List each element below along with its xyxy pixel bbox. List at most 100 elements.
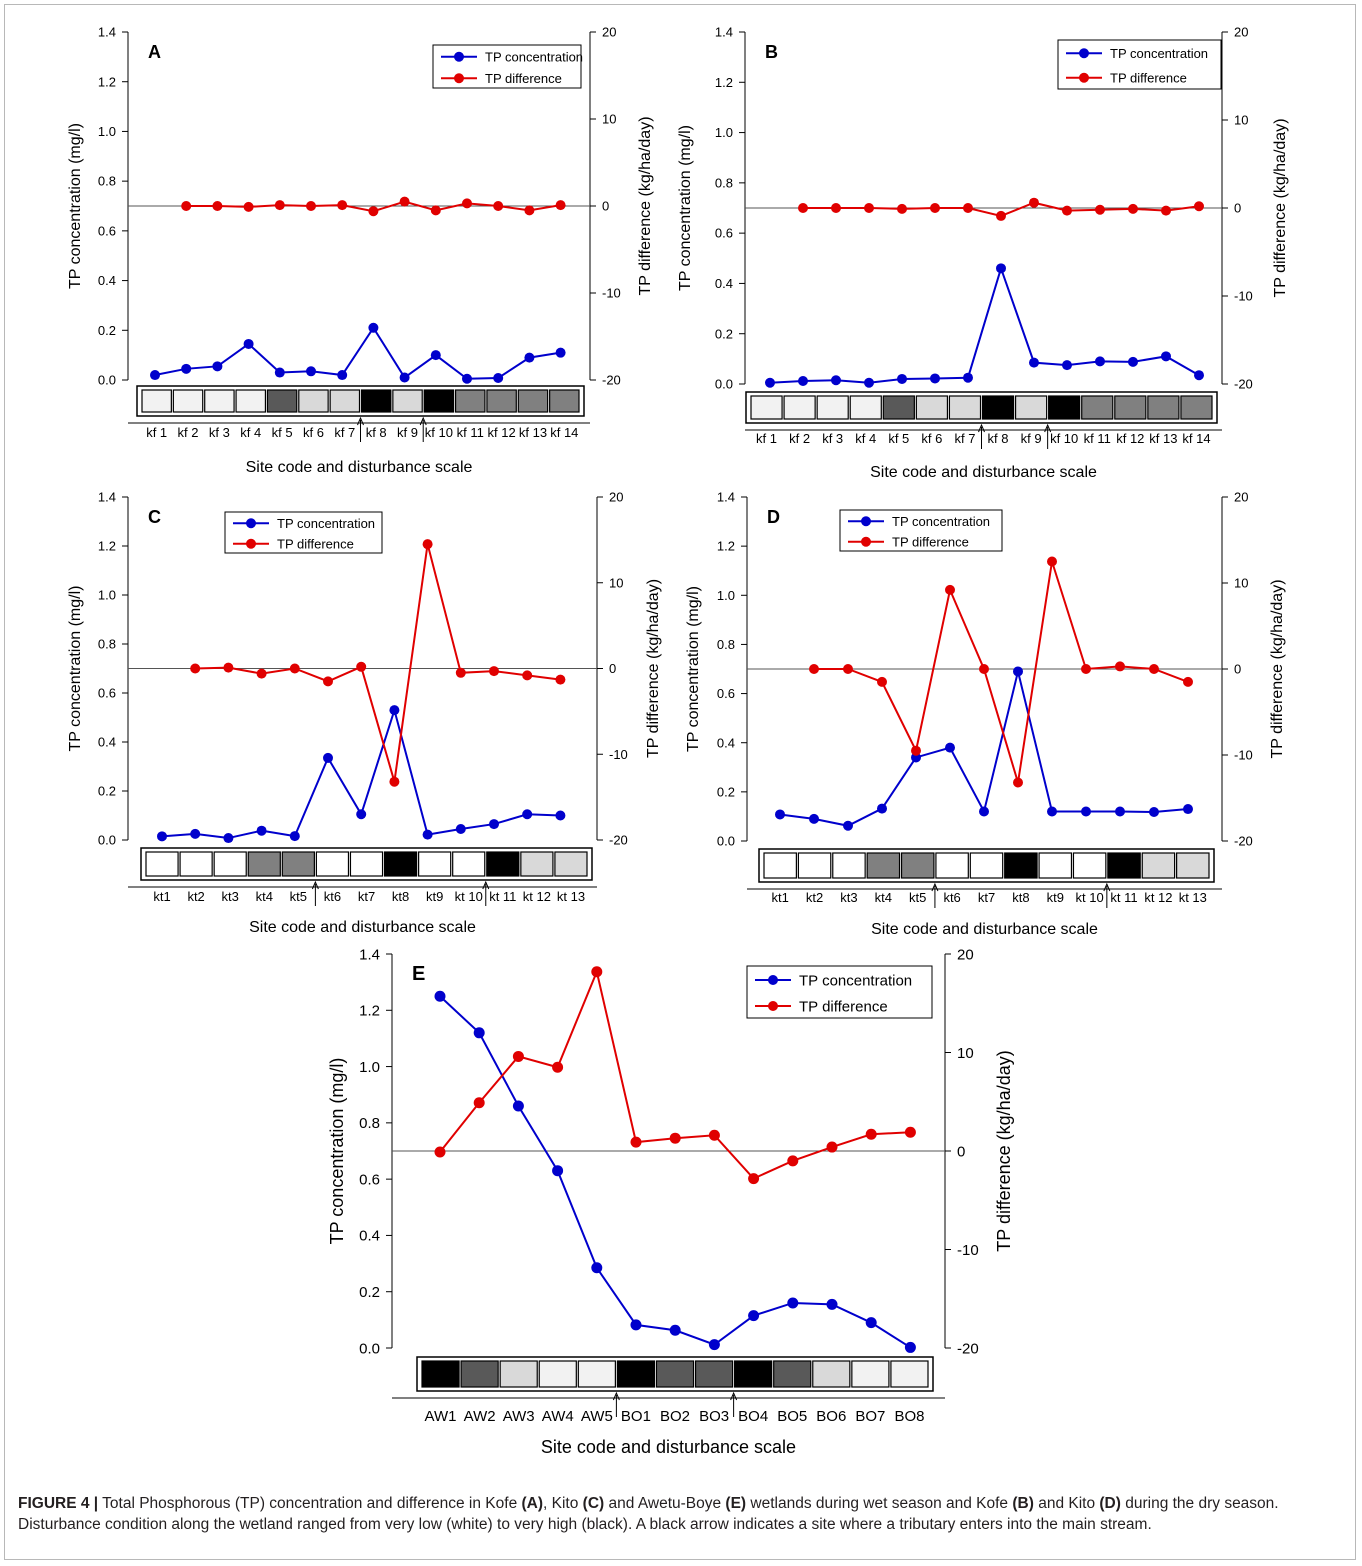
x-axis-label: Site code and disturbance scale	[541, 1437, 796, 1457]
disturbance-cell	[266, 389, 298, 413]
x-tick-label: BO3	[699, 1408, 729, 1425]
panel-letter: B	[765, 42, 778, 62]
data-point	[708, 1129, 720, 1141]
x-tick-label: BO7	[855, 1408, 885, 1425]
x-axis-label: Site code and disturbance scale	[246, 459, 473, 476]
disturbance-bar	[416, 1356, 934, 1392]
x-tick-label: BO8	[894, 1408, 924, 1425]
disturbance-cell	[141, 389, 172, 413]
left-tick-label: 0.4	[717, 735, 735, 750]
data-point	[473, 1027, 485, 1039]
right-tick-label: 0	[602, 199, 609, 214]
disturbance-cell	[812, 1360, 851, 1388]
data-point	[864, 377, 874, 388]
disturbance-cell	[538, 1360, 577, 1388]
series-tp-concentration	[775, 666, 1193, 831]
arrow-head	[357, 416, 364, 426]
left-tick-label: 0.2	[98, 323, 116, 338]
x-tick-label: kt9	[1047, 890, 1064, 905]
disturbance-cell	[797, 852, 832, 879]
right-tick-label: -20	[957, 1340, 979, 1357]
x-tick-label: AW5	[581, 1408, 613, 1425]
data-point	[877, 803, 887, 814]
data-point	[356, 809, 367, 820]
left-tick-label: 0.6	[715, 226, 733, 241]
data-point	[243, 201, 254, 212]
data-point	[843, 820, 853, 831]
series-line	[154, 325, 561, 380]
data-point	[289, 831, 300, 842]
disturbance-cell	[499, 1360, 538, 1388]
x-tick-label: kf 14	[1182, 431, 1210, 446]
x-tick-label: kt3	[222, 889, 239, 904]
data-point	[1161, 351, 1171, 362]
data-point	[493, 201, 504, 211]
disturbance-cell	[915, 395, 949, 420]
disturbance-frame	[136, 385, 585, 417]
disturbance-cell	[454, 389, 486, 413]
left-tick-label: 0.4	[359, 1228, 380, 1245]
left-tick-label: 1.2	[717, 539, 735, 554]
data-point	[669, 1132, 681, 1144]
data-point	[1095, 356, 1105, 367]
caption-body: Total Phosphorous (TP) concentration and…	[18, 1495, 1279, 1533]
left-tick-label: 0.4	[715, 276, 733, 291]
left-tick-label: 0.0	[98, 373, 116, 388]
left-tick-label: 0.0	[715, 377, 733, 392]
x-tick-label: kt8	[1012, 890, 1029, 905]
data-point	[798, 375, 808, 386]
data-point	[1194, 370, 1204, 381]
x-tick-label: kf 5	[888, 431, 909, 446]
x-tick-label: kt1	[772, 890, 789, 905]
legend-swatch-marker	[246, 538, 256, 549]
panel-letter: E	[412, 963, 425, 985]
caption-text: and Awetu-Boye	[604, 1495, 726, 1512]
disturbance-cell	[179, 851, 213, 877]
caption-text: and Kito	[1033, 1495, 1100, 1512]
data-point	[462, 198, 472, 209]
x-tick-label: kt 13	[557, 889, 585, 904]
data-point	[979, 664, 989, 674]
left-tick-label: 1.2	[359, 1003, 380, 1020]
data-point	[434, 1146, 446, 1158]
data-point	[630, 1319, 642, 1331]
y-axis-label-right: TP difference (kg/ha/day)	[1269, 579, 1286, 758]
data-point	[555, 810, 566, 821]
x-tick-label: kf 6	[303, 425, 324, 440]
data-point	[1062, 360, 1072, 371]
legend-swatch-marker	[454, 73, 464, 84]
data-point	[1115, 806, 1125, 817]
right-tick-label: -20	[1234, 377, 1253, 392]
left-tick-label: 1.2	[715, 75, 733, 90]
data-point	[243, 338, 254, 349]
x-tick-label: BO4	[738, 1408, 768, 1425]
data-point	[223, 833, 234, 844]
x-tick-label: BO5	[777, 1408, 807, 1425]
data-point	[877, 676, 887, 687]
disturbance-cell	[882, 395, 915, 420]
data-point	[787, 1155, 799, 1167]
right-tick-label: 10	[1234, 576, 1248, 591]
disturbance-cell	[851, 1360, 890, 1388]
caption-panel-ref: (D)	[1099, 1495, 1121, 1512]
disturbance-cell	[890, 1360, 929, 1388]
data-point	[1062, 205, 1072, 216]
right-tick-label: 20	[1234, 25, 1248, 40]
x-tick-label: kt5	[290, 889, 307, 904]
disturbance-bar	[745, 391, 1218, 424]
data-point	[865, 1128, 877, 1140]
data-point	[1128, 356, 1138, 367]
series-tp-concentration	[765, 263, 1204, 388]
left-tick-label: 0.4	[98, 735, 116, 750]
legend-swatch-marker	[1079, 48, 1089, 59]
legend-swatch-marker	[768, 1001, 778, 1011]
left-tick-label: 1.4	[98, 25, 116, 40]
disturbance-cell	[421, 1360, 460, 1388]
disturbance-cell	[329, 389, 361, 413]
x-tick-label: kf 4	[855, 431, 876, 446]
data-point	[1161, 205, 1171, 216]
data-point	[897, 373, 907, 384]
caption-text: Total Phosphorous (TP) concentration and…	[98, 1495, 522, 1512]
panel-letter: C	[148, 507, 161, 527]
right-tick-label: 20	[957, 946, 974, 963]
